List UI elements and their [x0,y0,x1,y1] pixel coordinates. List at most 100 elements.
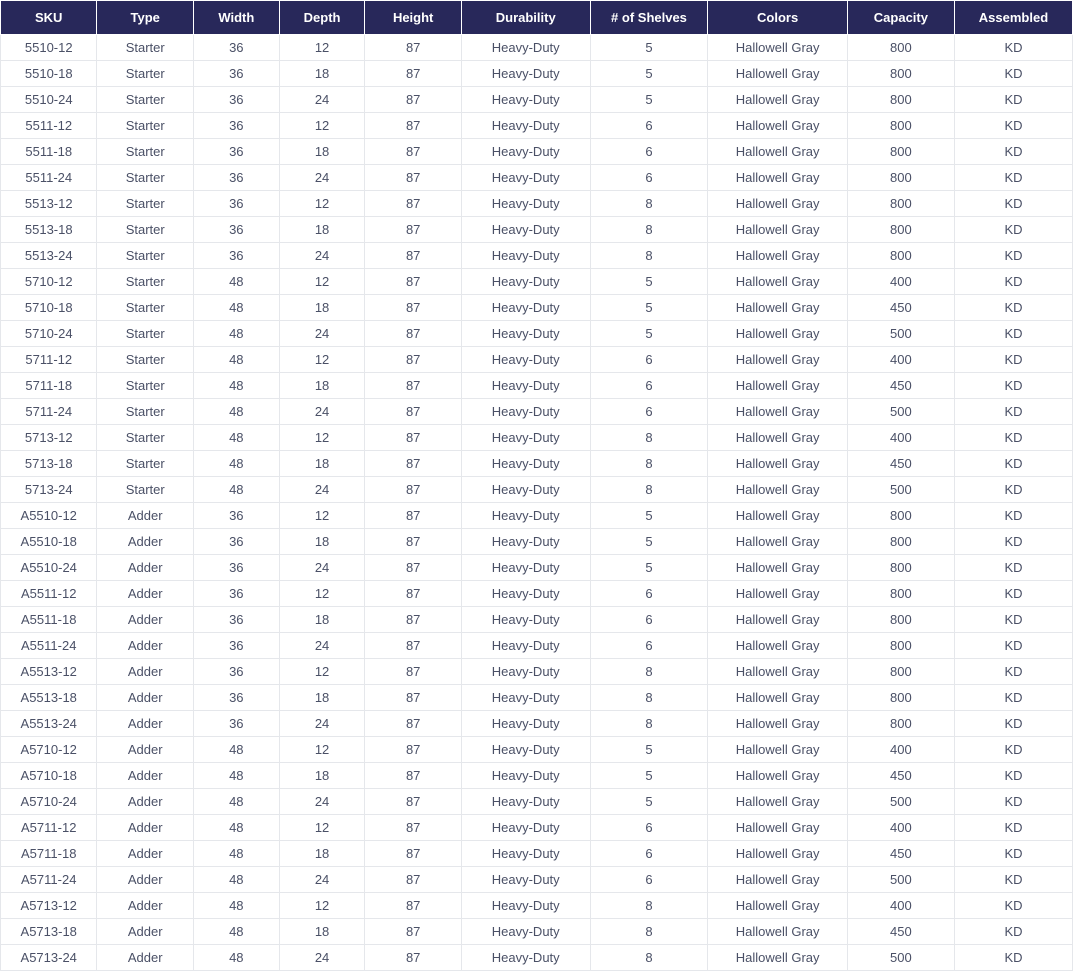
table-cell: Adder [97,919,193,945]
table-cell: 8 [590,659,708,685]
table-cell: Heavy-Duty [461,529,590,555]
table-cell: 5 [590,555,708,581]
table-cell: 36 [193,711,279,737]
table-cell: 36 [193,529,279,555]
table-cell: 24 [279,243,365,269]
table-cell: A5711-24 [1,867,97,893]
table-cell: 87 [365,685,461,711]
table-body: 5510-12Starter361287Heavy-Duty5Hallowell… [1,35,1073,971]
table-cell: 18 [279,295,365,321]
table-cell: Heavy-Duty [461,61,590,87]
table-cell: 800 [847,581,954,607]
table-cell: 12 [279,269,365,295]
column-header[interactable]: Depth [279,1,365,35]
table-cell: KD [954,503,1072,529]
table-cell: 8 [590,425,708,451]
column-header[interactable]: Width [193,1,279,35]
table-cell: Starter [97,321,193,347]
table-cell: 48 [193,789,279,815]
column-header[interactable]: Assembled [954,1,1072,35]
table-cell: 87 [365,347,461,373]
table-cell: Adder [97,711,193,737]
column-header[interactable]: Height [365,1,461,35]
table-cell: 5 [590,763,708,789]
table-cell: Hallowell Gray [708,815,847,841]
column-header[interactable]: Type [97,1,193,35]
table-cell: Hallowell Gray [708,87,847,113]
table-cell: Heavy-Duty [461,841,590,867]
table-cell: 5 [590,35,708,61]
table-cell: Hallowell Gray [708,945,847,971]
table-cell: KD [954,581,1072,607]
table-cell: 6 [590,165,708,191]
table-row: 5511-12Starter361287Heavy-Duty6Hallowell… [1,113,1073,139]
table-cell: Starter [97,269,193,295]
table-cell: 36 [193,191,279,217]
table-cell: Starter [97,243,193,269]
table-cell: 87 [365,607,461,633]
table-cell: KD [954,165,1072,191]
table-cell: Adder [97,945,193,971]
table-cell: 5713-24 [1,477,97,503]
table-cell: A5510-18 [1,529,97,555]
table-cell: Starter [97,139,193,165]
table-cell: 5511-12 [1,113,97,139]
table-cell: 6 [590,399,708,425]
table-cell: Hallowell Gray [708,165,847,191]
table-cell: 48 [193,295,279,321]
table-cell: Heavy-Duty [461,399,590,425]
table-cell: 800 [847,243,954,269]
table-cell: Starter [97,113,193,139]
table-cell: 800 [847,529,954,555]
table-row: 5713-12Starter481287Heavy-Duty8Hallowell… [1,425,1073,451]
table-cell: 87 [365,737,461,763]
table-cell: 18 [279,685,365,711]
table-cell: Adder [97,737,193,763]
table-cell: 12 [279,425,365,451]
table-cell: 18 [279,607,365,633]
table-cell: 18 [279,529,365,555]
table-cell: Heavy-Duty [461,737,590,763]
column-header[interactable]: Durability [461,1,590,35]
table-cell: 5711-12 [1,347,97,373]
table-cell: Hallowell Gray [708,867,847,893]
table-cell: 87 [365,399,461,425]
table-cell: 87 [365,711,461,737]
table-cell: Hallowell Gray [708,763,847,789]
table-cell: 5710-24 [1,321,97,347]
table-cell: 800 [847,685,954,711]
table-cell: Heavy-Duty [461,113,590,139]
column-header[interactable]: Colors [708,1,847,35]
column-header[interactable]: # of Shelves [590,1,708,35]
table-cell: Hallowell Gray [708,425,847,451]
table-cell: 48 [193,347,279,373]
table-cell: Heavy-Duty [461,295,590,321]
table-row: 5511-24Starter362487Heavy-Duty6Hallowell… [1,165,1073,191]
table-cell: 36 [193,633,279,659]
column-header[interactable]: Capacity [847,1,954,35]
table-cell: Adder [97,503,193,529]
table-cell: 36 [193,659,279,685]
table-cell: 24 [279,165,365,191]
table-cell: Heavy-Duty [461,477,590,503]
table-cell: A5511-12 [1,581,97,607]
table-row: 5511-18Starter361887Heavy-Duty6Hallowell… [1,139,1073,165]
table-cell: 800 [847,61,954,87]
table-cell: 36 [193,35,279,61]
table-cell: 87 [365,789,461,815]
table-cell: 87 [365,61,461,87]
table-cell: Heavy-Duty [461,945,590,971]
table-cell: A5713-12 [1,893,97,919]
table-cell: 5711-24 [1,399,97,425]
table-cell: 87 [365,477,461,503]
column-header[interactable]: SKU [1,1,97,35]
table-cell: Hallowell Gray [708,35,847,61]
table-cell: Hallowell Gray [708,269,847,295]
table-cell: KD [954,113,1072,139]
table-cell: 800 [847,113,954,139]
table-cell: Adder [97,893,193,919]
table-cell: Hallowell Gray [708,659,847,685]
table-cell: KD [954,555,1072,581]
table-cell: 800 [847,165,954,191]
table-cell: 48 [193,399,279,425]
